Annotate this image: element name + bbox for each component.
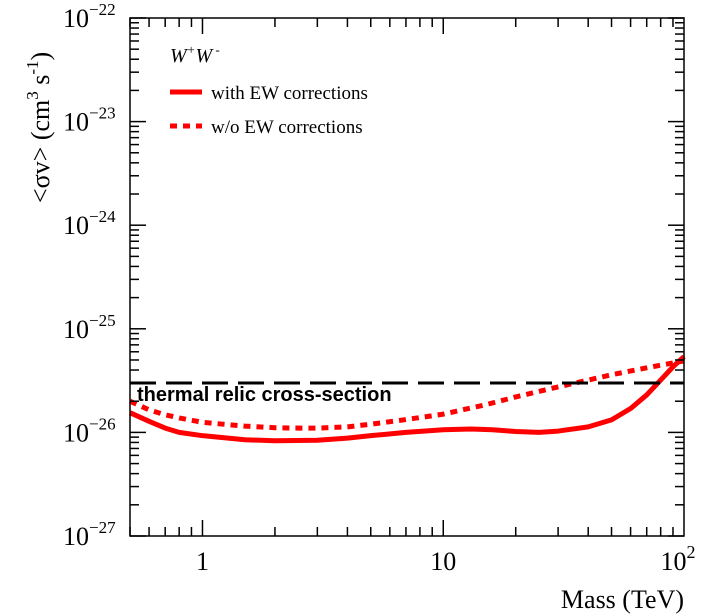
legend-label-without_ew: w/o EW corrections bbox=[211, 117, 363, 138]
x-axis-title: Mass (TeV) bbox=[561, 585, 684, 614]
thermal-relic-label: thermal relic cross-section bbox=[137, 384, 392, 406]
x-tick-label: 102 bbox=[661, 542, 696, 576]
y-tick-label: 10−26 bbox=[63, 414, 116, 447]
x-tick-label: 10 bbox=[430, 547, 456, 576]
legend-label-with_ew: with EW corrections bbox=[211, 83, 368, 104]
y-axis-title: <σv> (cm3 s-1) bbox=[23, 52, 55, 203]
y-tick-label: 10−25 bbox=[63, 311, 116, 344]
y-tick-label: 10−23 bbox=[63, 104, 116, 137]
y-tick-label: 10−22 bbox=[63, 0, 116, 33]
series-line-with_ew bbox=[128, 354, 686, 444]
x-tick-label: 1 bbox=[196, 547, 209, 576]
y-tick-label: 10−24 bbox=[63, 207, 116, 240]
series-line-without_ew bbox=[128, 358, 685, 431]
plot-frame bbox=[129, 17, 685, 537]
legend-title: W+W - bbox=[170, 42, 220, 67]
y-tick-label: 10−27 bbox=[63, 518, 116, 551]
